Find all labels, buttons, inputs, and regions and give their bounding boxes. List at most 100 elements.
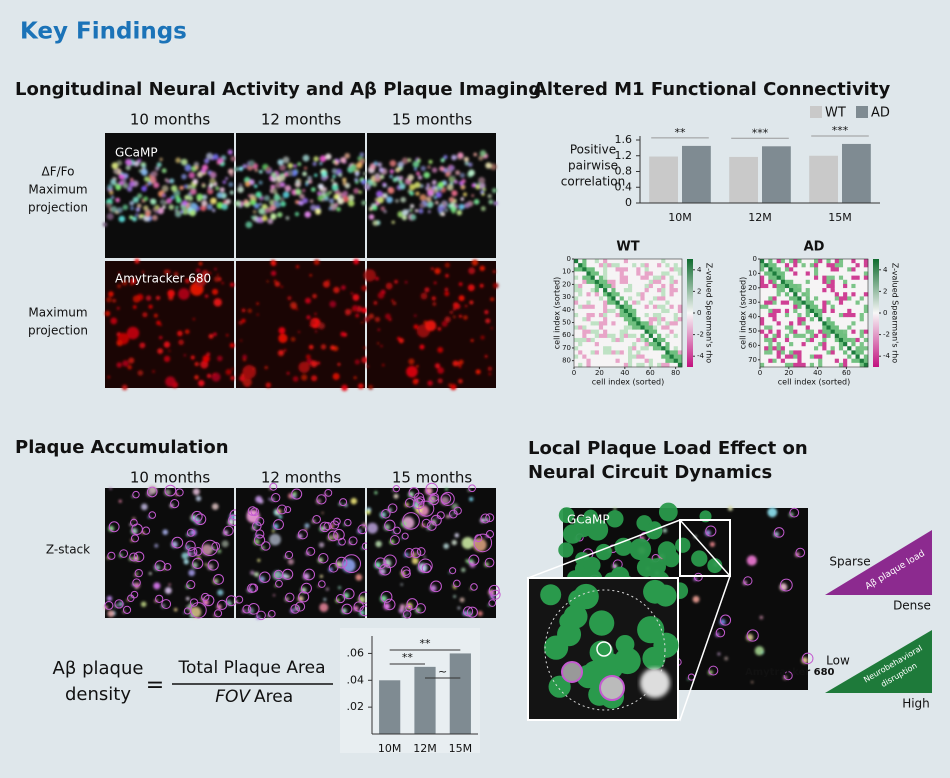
heatmap-cell xyxy=(607,350,612,355)
heatmap-cell xyxy=(648,342,654,347)
plaque-outline xyxy=(255,529,265,539)
heatmap-cell xyxy=(636,275,641,281)
heatmap-cell xyxy=(661,308,666,314)
heatmap-cell xyxy=(665,362,670,368)
heatmap-cell xyxy=(760,350,765,355)
image-blob xyxy=(364,183,371,191)
heatmap-cell xyxy=(623,325,629,330)
heatmap-cell xyxy=(648,275,654,281)
image-blob xyxy=(459,597,465,603)
heatmap-cell xyxy=(669,313,674,318)
image-blob xyxy=(365,509,371,515)
heatmap-cell xyxy=(851,267,856,272)
image-blob xyxy=(446,183,454,191)
image-blob xyxy=(302,197,309,204)
image-blob xyxy=(727,505,733,511)
heatmap-cell xyxy=(673,346,679,351)
heatmap-cell xyxy=(851,263,856,268)
image xyxy=(102,133,236,258)
heatmap-cell xyxy=(578,333,583,339)
image-blob xyxy=(310,204,317,211)
heatmap-cell xyxy=(657,279,662,285)
heatmap-cell xyxy=(768,346,773,351)
heatmap-cell xyxy=(603,337,608,343)
heatmap-cell xyxy=(780,313,786,318)
heatmap-cell xyxy=(611,296,616,301)
plaque-outline xyxy=(743,576,753,586)
heatmap-title: WT xyxy=(616,240,639,255)
image-blob xyxy=(283,348,287,352)
image-blob xyxy=(471,194,475,198)
heatmap-cell xyxy=(805,342,811,347)
image-blob xyxy=(437,181,444,188)
heatmap-cell xyxy=(640,296,645,301)
heatmap-cell xyxy=(644,275,650,281)
heatmap-cell xyxy=(826,259,831,264)
image-blob xyxy=(121,384,128,391)
heatmap-cell xyxy=(855,296,860,301)
page-title: Key Findings xyxy=(20,19,187,45)
heatmap-cell xyxy=(814,321,819,326)
heatmap-cell xyxy=(574,283,579,289)
heatmap-cell xyxy=(632,259,637,264)
plaque-outline xyxy=(440,491,455,506)
y-tick-label: 70 xyxy=(748,356,757,364)
heatmap-cell xyxy=(594,259,600,264)
heatmap-cell xyxy=(768,313,773,318)
heatmap-cell xyxy=(863,300,869,305)
image-blob xyxy=(282,156,290,164)
heatmap-cell xyxy=(801,292,806,297)
image-blob xyxy=(366,365,369,368)
image-texture xyxy=(238,258,369,392)
y-tick-label: 30 xyxy=(562,293,571,301)
heatmap-cell xyxy=(855,308,860,314)
heatmap-cell xyxy=(632,288,637,293)
image xyxy=(104,258,235,391)
heatmap-cell xyxy=(582,362,587,368)
heatmap-cell xyxy=(628,279,633,285)
heatmap-cell xyxy=(611,259,616,264)
heatmap-cell xyxy=(669,271,674,276)
bar xyxy=(414,666,436,734)
heatmap-cell xyxy=(661,342,666,347)
image-blob xyxy=(318,183,324,190)
heatmap-cell xyxy=(834,271,840,276)
colorbar-tick-label: -2 xyxy=(697,331,704,339)
heatmap-cell xyxy=(636,350,641,355)
image-blob xyxy=(280,285,283,288)
heatmap-cell xyxy=(793,362,798,368)
image-blob xyxy=(478,155,484,161)
heatmap-cell xyxy=(661,321,666,326)
image-blob xyxy=(278,333,288,343)
heatmap-cell xyxy=(586,354,591,359)
plaque-outline xyxy=(213,573,224,585)
heatmap-cell xyxy=(632,329,637,335)
heatmap-cell xyxy=(632,342,637,347)
image-blob xyxy=(229,282,235,287)
heatmap-cell xyxy=(772,321,777,326)
heatmap-cell xyxy=(628,317,633,322)
image-blob xyxy=(391,220,395,224)
heatmap-cell xyxy=(661,329,666,335)
plaque-outline xyxy=(561,661,583,683)
heatmap-cell xyxy=(818,350,823,355)
image-blob xyxy=(333,194,339,200)
heatmap-cell xyxy=(851,300,856,305)
heatmap-cell xyxy=(669,279,674,285)
heatmap-cell xyxy=(822,358,827,364)
heatmap-cell xyxy=(623,358,629,364)
section-title: Altered M1 Functional Connectivity xyxy=(533,79,890,100)
image xyxy=(234,482,371,621)
heatmap-cell xyxy=(628,288,633,293)
heatmap-cell xyxy=(673,259,679,264)
image-blob xyxy=(477,182,481,186)
heatmap-cell xyxy=(818,259,823,264)
heatmap-cell xyxy=(863,313,869,318)
heatmap-cell xyxy=(838,313,844,318)
heatmap-cell xyxy=(661,288,666,293)
heatmap-cell xyxy=(648,300,654,305)
heatmap-cell xyxy=(801,333,806,339)
heatmap-cell xyxy=(640,259,645,264)
image-blob xyxy=(382,193,388,199)
image-label: Amytracker 680 xyxy=(115,272,211,286)
